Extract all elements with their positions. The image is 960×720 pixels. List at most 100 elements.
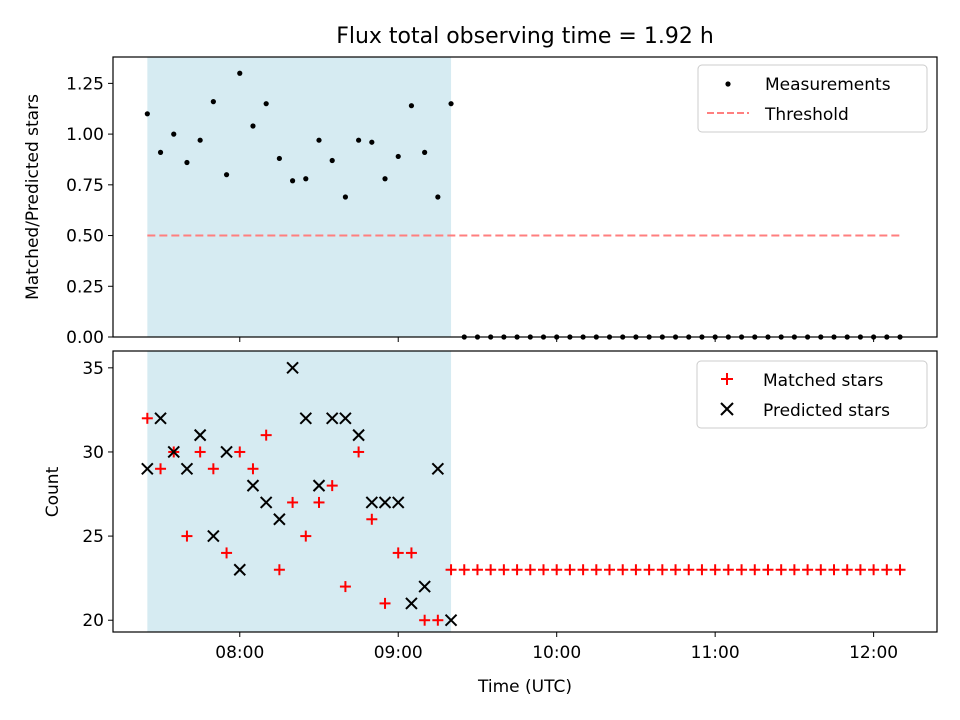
predicted-star-point xyxy=(273,513,286,526)
measurement-point xyxy=(329,157,335,164)
matched-star-point xyxy=(815,564,827,576)
matched-star-point xyxy=(696,564,708,576)
legend-predicted-marker xyxy=(720,402,734,416)
matched-star-point xyxy=(207,463,219,475)
matched-star-point xyxy=(643,564,655,576)
count-legend: Matched stars Predicted stars xyxy=(696,360,928,429)
count-panel: 20 25 30 35 08:00 09:00 10:00 11:00 12:00 Count… xyxy=(43,350,938,697)
matched-star-point xyxy=(313,496,325,508)
measurement-point xyxy=(435,194,441,200)
matched-star-point xyxy=(854,564,866,576)
matched-star-point xyxy=(709,564,721,576)
matched-star-point xyxy=(683,564,695,576)
matched-star-point xyxy=(590,564,602,576)
matched-star-point xyxy=(775,564,787,576)
ratio-x-ticks xyxy=(239,337,875,342)
matched-star-point xyxy=(458,564,470,576)
count-legend-frame xyxy=(696,360,928,429)
count-y-tick-label: 35 xyxy=(82,359,104,379)
matched-star-point xyxy=(419,614,431,626)
matched-star-point xyxy=(881,564,893,576)
matched-star-point xyxy=(432,614,444,626)
matched-star-point xyxy=(405,547,417,559)
legend-measurements-label: Measurements xyxy=(765,75,891,95)
matched-star-point xyxy=(273,564,285,576)
matched-star-point xyxy=(221,547,233,559)
matched-stars-points xyxy=(141,412,906,626)
matched-star-point xyxy=(868,564,880,576)
ratio-y-tick-label: 0.75 xyxy=(66,176,104,196)
matched-star-point xyxy=(551,564,563,576)
measurement-point xyxy=(342,194,349,200)
ratio-y-tick-label: 0.50 xyxy=(66,227,104,247)
predicted-star-point xyxy=(193,428,207,442)
matched-star-point xyxy=(630,564,642,576)
predicted-star-point xyxy=(154,412,167,425)
count-shaded-span xyxy=(147,351,452,632)
count-x-ticks: 08:00 09:00 10:00 11:00 12:00 xyxy=(215,632,898,663)
predicted-star-point xyxy=(312,479,326,492)
count-y-tick-label: 25 xyxy=(82,527,104,547)
matched-star-point xyxy=(749,564,761,576)
predicted-star-point xyxy=(246,479,260,492)
matched-star-point xyxy=(194,446,206,458)
count-y-ticks: 20 25 30 35 xyxy=(82,359,113,631)
matched-star-point xyxy=(894,564,906,576)
count-x-tick-label: 12:00 xyxy=(849,643,898,663)
ratio-y-tick-label: 1.25 xyxy=(66,74,104,94)
predicted-star-point xyxy=(220,445,233,459)
ratio-y-tick-label: 0.00 xyxy=(66,328,104,348)
predicted-star-point xyxy=(325,412,339,425)
predicted-star-point xyxy=(378,496,392,509)
matched-star-point xyxy=(656,564,668,576)
matched-star-point xyxy=(353,446,365,458)
ratio-panel: 0.00 0.25 0.50 0.75 1.00 1.25 Matched/Predict… xyxy=(23,56,938,348)
ratio-legend: Measurements Threshold xyxy=(697,64,928,133)
matched-star-point xyxy=(788,564,800,576)
matched-star-point xyxy=(604,564,616,576)
predicted-star-point xyxy=(286,361,299,375)
matched-star-point xyxy=(498,564,510,576)
measurement-point xyxy=(276,155,282,162)
measurement-point xyxy=(184,159,190,166)
x-axis-label: Time (UTC) xyxy=(477,677,572,697)
measurement-point xyxy=(250,123,256,129)
predicted-star-point xyxy=(167,445,180,459)
matched-star-point xyxy=(181,530,193,542)
measurement-points xyxy=(144,70,903,340)
measurement-point xyxy=(210,99,216,105)
ratio-legend-frame xyxy=(697,64,928,133)
matched-star-point xyxy=(155,463,167,475)
legend-threshold-label: Threshold xyxy=(764,105,849,125)
count-y-tick-label: 30 xyxy=(82,443,104,463)
predicted-star-point xyxy=(365,496,379,509)
matched-star-point xyxy=(141,412,153,424)
measurement-point xyxy=(422,149,428,155)
legend-predicted-label: Predicted stars xyxy=(763,401,890,421)
count-x-tick-label: 10:00 xyxy=(532,643,581,663)
ratio-shaded-span xyxy=(147,57,452,337)
ratio-y-tick-label: 1.00 xyxy=(66,125,104,145)
matched-star-point xyxy=(260,429,272,441)
matched-star-point xyxy=(392,547,404,559)
measurement-point xyxy=(171,131,177,137)
predicted-star-point xyxy=(299,412,313,425)
matched-star-point xyxy=(366,513,378,525)
matched-star-point xyxy=(736,564,748,576)
predicted-star-point xyxy=(444,614,458,627)
predicted-star-point xyxy=(431,462,445,475)
predicted-stars-points xyxy=(141,361,458,627)
matched-star-point xyxy=(471,564,483,576)
measurement-point xyxy=(408,103,415,109)
matched-star-point xyxy=(234,446,246,458)
ratio-y-tick-label: 0.25 xyxy=(66,277,104,297)
predicted-star-point xyxy=(352,428,365,442)
matched-star-point xyxy=(617,564,629,576)
predicted-star-point xyxy=(339,412,352,425)
predicted-star-point xyxy=(405,597,418,610)
matched-star-point xyxy=(485,564,497,576)
count-y-axis-label: Count xyxy=(43,466,63,517)
matched-star-point xyxy=(247,463,259,475)
measurement-point xyxy=(289,178,296,184)
